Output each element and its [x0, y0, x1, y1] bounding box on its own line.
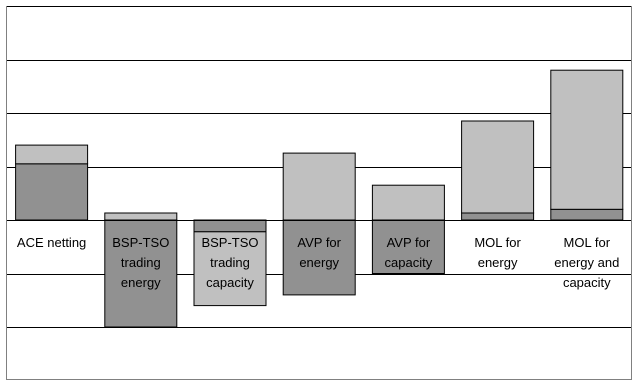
bar-segment-1-0 [104, 212, 178, 221]
bar-segment-4-1 [371, 219, 445, 274]
bar-segment-5-0 [461, 212, 535, 221]
category-label-1: BSP-TSO trading energy [112, 235, 169, 290]
category-labels: ACE netting BSP-TSO trading energy BSP-TSO tr… [17, 235, 619, 290]
bar-segment-4-0 [371, 184, 445, 221]
bar-segment-6-0 [550, 208, 624, 221]
bar-segment-0-0 [15, 163, 89, 221]
bar-segment-0-1 [15, 144, 89, 165]
bar-segment-6-1 [550, 69, 624, 210]
bar-segment-5-1 [461, 120, 535, 214]
bar-segment-1-1 [104, 219, 178, 328]
category-label-2: BSP-TSO trading capacity [201, 235, 258, 290]
category-label-5: MOL for energy [474, 235, 521, 270]
bar-segment-2-0 [193, 219, 267, 233]
category-label-6: MOL for energy and capacity [554, 235, 619, 290]
bars [15, 69, 624, 328]
bar-segment-3-0 [282, 152, 356, 221]
category-label-0: ACE netting [17, 235, 86, 250]
category-label-3: AVP for energy [297, 235, 341, 270]
bar-segment-2-1 [193, 231, 267, 307]
category-label-4: AVP for capacity [385, 235, 433, 270]
